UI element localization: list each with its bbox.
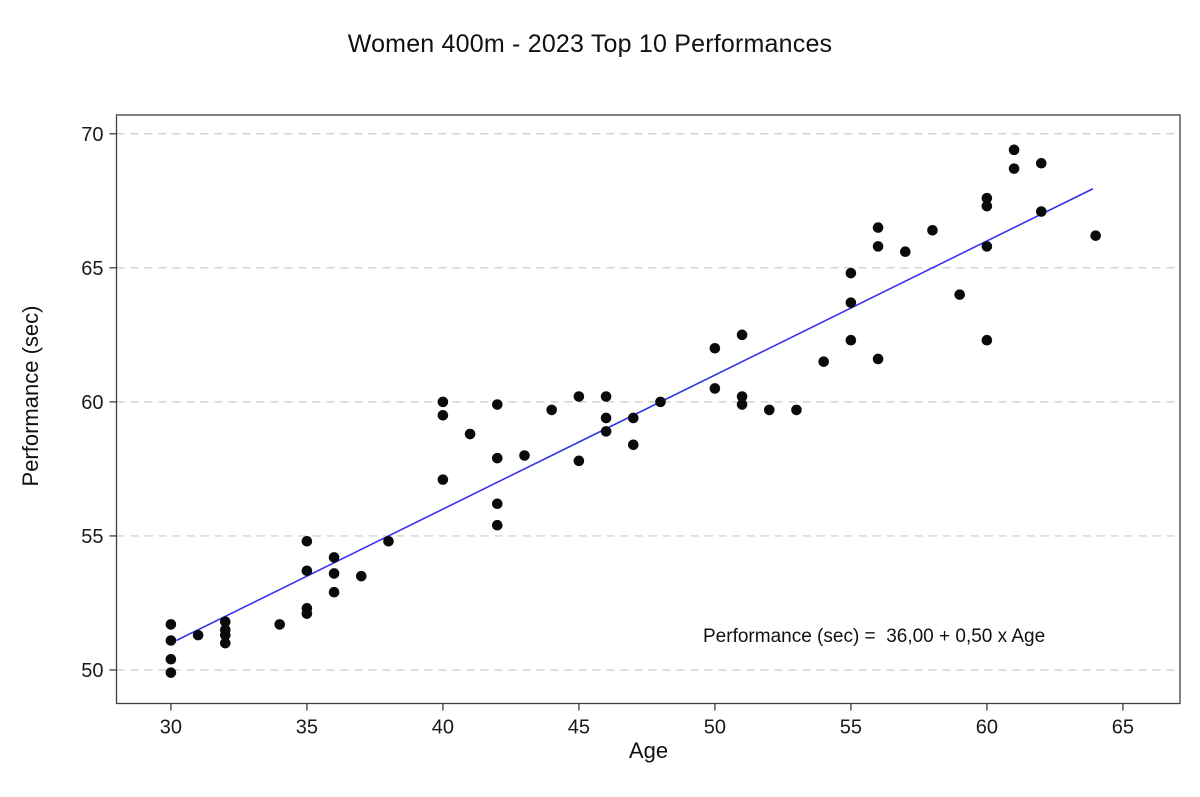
x-tick-label: 55 <box>840 717 862 739</box>
x-tick-label: 30 <box>160 717 182 739</box>
data-point <box>301 535 313 547</box>
data-point <box>355 570 367 582</box>
data-point <box>1035 206 1047 217</box>
data-point <box>954 289 965 300</box>
data-point <box>274 619 285 630</box>
data-point <box>736 391 748 402</box>
y-tick-label: 55 <box>81 526 103 548</box>
y-tick-label: 50 <box>81 660 103 682</box>
data-point <box>845 334 857 346</box>
x-tick-label: 40 <box>432 717 454 739</box>
data-point <box>627 439 639 451</box>
y-tick-label: 65 <box>81 258 103 280</box>
data-point <box>383 535 394 547</box>
data-point <box>600 412 612 424</box>
data-point <box>301 565 313 577</box>
data-point <box>165 619 177 630</box>
data-point <box>872 222 884 233</box>
data-point <box>219 616 231 628</box>
data-point <box>736 329 748 341</box>
data-point <box>818 356 829 367</box>
y-tick-label: 70 <box>81 124 103 146</box>
regression-equation-annotation: Performance (sec) = 36,00 + 0,50 x Age <box>703 626 1046 647</box>
data-point <box>328 586 340 598</box>
data-point <box>981 241 993 252</box>
plot-border <box>115 114 1181 705</box>
data-point <box>763 404 775 416</box>
x-tick-label: 35 <box>296 717 318 739</box>
data-point <box>845 297 857 308</box>
x-tick-label: 60 <box>976 717 998 739</box>
data-point <box>491 452 503 464</box>
data-point <box>1090 230 1101 241</box>
data-point <box>655 396 666 408</box>
data-point <box>981 192 993 204</box>
data-point <box>491 399 503 410</box>
data-point <box>899 246 911 258</box>
data-point <box>491 498 503 510</box>
data-point <box>437 396 449 408</box>
x-tick-label: 45 <box>568 717 590 739</box>
data-point <box>437 474 449 485</box>
data-point <box>491 519 503 531</box>
data-point <box>709 342 721 354</box>
data-point <box>301 608 313 619</box>
data-point <box>600 391 612 402</box>
x-tick-label: 50 <box>704 717 726 739</box>
data-point <box>872 353 884 365</box>
data-point <box>464 428 476 440</box>
data-point <box>328 568 340 579</box>
data-point <box>573 391 585 402</box>
data-point <box>845 267 857 279</box>
data-point <box>546 404 557 416</box>
data-point <box>709 383 721 394</box>
x-axis-title: Age <box>628 738 669 763</box>
chart-title: Women 400m - 2023 Top 10 Performances <box>347 30 833 58</box>
data-point <box>165 635 177 646</box>
x-tick-label: 65 <box>1112 717 1134 739</box>
data-point <box>519 450 530 461</box>
data-point <box>1035 157 1047 169</box>
y-tick-label: 60 <box>81 392 103 414</box>
data-point <box>1008 163 1020 174</box>
data-point <box>219 629 231 641</box>
data-point <box>981 334 993 346</box>
data-point <box>573 455 585 467</box>
data-point <box>600 426 612 437</box>
data-point <box>165 667 177 678</box>
data-point <box>219 637 231 649</box>
data-point <box>165 653 177 665</box>
data-point <box>927 224 938 236</box>
data-point <box>791 404 802 416</box>
data-point <box>192 629 204 641</box>
data-point <box>736 399 748 410</box>
data-point <box>328 552 340 563</box>
data-point <box>437 409 449 421</box>
data-point <box>1008 144 1020 156</box>
data-point <box>627 412 639 424</box>
data-point <box>981 200 993 212</box>
data-point <box>872 241 884 252</box>
